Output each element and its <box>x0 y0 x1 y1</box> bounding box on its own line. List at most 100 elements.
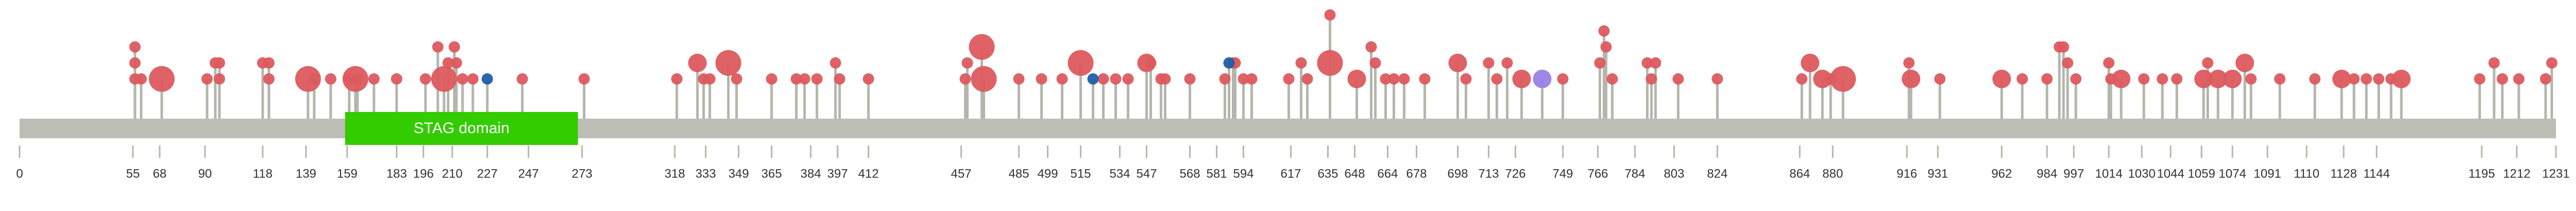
x-tick-label: 333 <box>696 167 716 181</box>
lollipop-head <box>2070 73 2082 85</box>
lollipop-head <box>1646 73 1657 85</box>
x-tick-label: 824 <box>1707 167 1727 181</box>
lollipop-head <box>1317 50 1343 76</box>
lollipop-head <box>1533 70 1552 88</box>
lollipop-head <box>2209 70 2228 88</box>
lollipop-head <box>263 57 275 69</box>
lollipop-head <box>467 73 479 85</box>
x-tick-label: 698 <box>1447 167 1468 181</box>
x-tick-label: 635 <box>1317 167 1338 181</box>
lollipop-head <box>213 73 225 85</box>
lollipop-head <box>1902 70 1921 88</box>
lollipop-head <box>2157 73 2168 85</box>
lollipop-head <box>1145 57 1157 69</box>
x-tick-label: 196 <box>413 167 434 181</box>
lollipop-head <box>391 73 402 85</box>
x-tick-label: 1128 <box>2330 167 2357 181</box>
x-tick-label: 1144 <box>2363 167 2390 181</box>
lollipop-head <box>688 54 707 72</box>
x-tick-label: 568 <box>1180 167 1200 181</box>
lollipop-head <box>129 41 141 53</box>
x-tick-label: 1091 <box>2253 167 2281 181</box>
lollipop-head <box>1598 25 1610 37</box>
lollipop-head <box>790 73 802 85</box>
lollipop-head <box>1830 66 1856 92</box>
x-tick-label: 617 <box>1280 167 1301 181</box>
lollipop-head <box>368 73 380 85</box>
lollipop-head <box>419 73 431 85</box>
lollipop-head <box>2309 73 2321 85</box>
lollipop-head <box>1672 73 1684 85</box>
x-tick-label: 766 <box>1587 167 1608 181</box>
x-tick-label: 318 <box>665 167 685 181</box>
lollipop-head <box>308 73 320 85</box>
lollipop-head <box>2348 73 2360 85</box>
lollipop-head <box>1491 73 1503 85</box>
lollipop-head <box>2392 70 2411 88</box>
lollipop-head <box>481 73 493 85</box>
x-tick-label: 499 <box>1038 167 1058 181</box>
x-tick-label: 997 <box>2063 167 2084 181</box>
x-tick-label: 1195 <box>2468 167 2495 181</box>
lollipop-head <box>959 73 971 85</box>
lollipop-head <box>1796 73 1808 85</box>
x-tick-label: 457 <box>951 167 972 181</box>
lollipop-head <box>2361 73 2372 85</box>
lollipop-head <box>1238 73 1249 85</box>
x-tick-label: 210 <box>442 167 463 181</box>
x-tick-label: 713 <box>1478 167 1499 181</box>
x-tick-label: 159 <box>337 167 358 181</box>
lollipop-head <box>766 73 777 85</box>
lollipop-head <box>1380 73 1392 85</box>
x-tick-label: 247 <box>518 167 539 181</box>
lollipop-head <box>1903 57 1915 69</box>
lollipop-head <box>1122 73 1134 85</box>
lollipop-head <box>2488 57 2500 69</box>
lollipop-head <box>1483 57 1495 69</box>
lollipop-head <box>1036 73 1047 85</box>
lollipop-head <box>2202 57 2214 69</box>
lollipop-head <box>1557 73 1569 85</box>
lollipop-head <box>263 73 275 85</box>
x-tick-label: 1030 <box>2128 167 2155 181</box>
lollipop-head <box>432 41 444 53</box>
lollipop-head <box>1813 70 1832 88</box>
lollipop-head <box>2103 57 2115 69</box>
x-tick-label: 916 <box>1896 167 1917 181</box>
lollipop-head <box>1246 73 1258 85</box>
lollipop-head <box>1347 70 1366 88</box>
x-tick-label: 1212 <box>2503 167 2530 181</box>
x-tick-label: 412 <box>858 167 879 181</box>
lollipop-head <box>1398 73 1410 85</box>
lollipop-head <box>578 73 590 85</box>
x-tick-label: 55 <box>126 167 140 181</box>
lollipop-head <box>2041 73 2053 85</box>
lollipop-head <box>2274 73 2286 85</box>
x-tick-label: 726 <box>1505 167 1526 181</box>
lollipop-head <box>2171 73 2183 85</box>
lollipop-head <box>715 50 741 76</box>
domain <box>345 112 578 145</box>
lollipop-head <box>135 73 147 85</box>
lollipop-head <box>448 41 460 53</box>
lollipop-head <box>2016 73 2028 85</box>
x-tick-label: 803 <box>1664 167 1684 181</box>
x-tick-label: 1044 <box>2157 167 2184 181</box>
x-tick-label: 1074 <box>2218 167 2246 181</box>
lollipop-head <box>1087 73 1099 85</box>
lollipop-head <box>731 73 742 85</box>
lollipop-head <box>1448 54 1467 72</box>
lollipop-head <box>1641 57 1653 69</box>
lollipop-head <box>2332 70 2351 88</box>
lollipop-head <box>2245 73 2257 85</box>
lollipop-head <box>704 73 716 85</box>
lollipop-head <box>1324 9 1336 21</box>
lollipop-head <box>2546 57 2558 69</box>
x-tick-label: 534 <box>1110 167 1130 181</box>
lollipop-head <box>961 57 973 69</box>
lollipop-head <box>1056 73 1068 85</box>
x-tick-label: 581 <box>1207 167 1227 181</box>
lollipop-head <box>1650 57 1662 69</box>
lollipop-head <box>1606 73 1618 85</box>
